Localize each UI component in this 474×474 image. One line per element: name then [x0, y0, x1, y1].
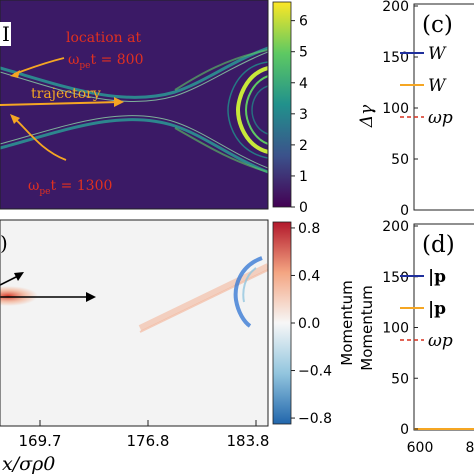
panel-d-label-box [418, 226, 474, 258]
arrow-to-1300 [13, 117, 67, 161]
bottom-colorbar-tick-0: 0.8 [298, 221, 320, 237]
panel-d-x-tick-8: 8 [466, 440, 474, 456]
panel-c-y-tick-50: 50 [391, 152, 409, 168]
panel-d-legend-label-0: |p [428, 267, 446, 287]
panel-c-legend-label-0: W [428, 44, 447, 64]
x-axis-label: x/σρ0 [2, 453, 55, 474]
panel-c-legend-label-2: ωp [428, 108, 453, 128]
bottom-colorbar-tick-3: −0.4 [298, 364, 332, 380]
top-colorbar-tick-0: 6 [299, 14, 308, 30]
annotation-location-at: location at [66, 30, 141, 46]
bottom-colorbar-tick-2: 0.0 [298, 316, 320, 332]
top-colorbar-tick-3: 3 [299, 107, 308, 123]
panel-d-y-tick-0: 0 [400, 422, 409, 438]
bottom-colorbar-tick-1: 0.4 [298, 268, 320, 284]
bottom-left-panel: ) 169.7 176.8 183.8 x/σρ0 [0, 219, 270, 474]
panel-d-ylabel: Momentum [358, 285, 376, 370]
top-colorbar-tick-2: 4 [299, 76, 308, 92]
x-tick-1838: 183.8 [227, 432, 270, 450]
bottom-colorbar-label: Momentum [338, 280, 356, 365]
partial-panel-label-box-top [0, 22, 11, 46]
panel-d-label: (d) [422, 232, 455, 258]
panel-d-y-tick-200: 200 [382, 219, 409, 235]
top-colorbar-tick-6: 0 [299, 200, 308, 216]
panel-d: 200 150 100 50 0 600 8 Momentum (d) |p |p ωp [358, 219, 474, 456]
red-blob [0, 286, 38, 306]
bottom-colorbar-tick-4: −0.8 [298, 411, 332, 427]
top-colorbar-tick-1: 5 [299, 45, 308, 61]
panel-c-legend-label-1: W [428, 76, 447, 96]
panel-d-x-tick-600: 600 [407, 440, 434, 456]
panel-c-y-tick-200: 200 [382, 0, 409, 15]
x-tick-1768: 176.8 [127, 432, 170, 450]
panel-c-label-box [418, 6, 474, 38]
bottom-colorbar: 0.8 0.4 0.0 −0.4 −0.8 Momentum [272, 221, 356, 427]
panel-c-ylabel: Δγ [357, 104, 377, 128]
panel-c-label: (c) [422, 12, 453, 38]
partial-panel-label-top: I [2, 22, 10, 46]
panel-c-y-tick-100: 100 [382, 101, 409, 117]
filament-structure [0, 46, 268, 174]
top-colorbar: 6 5 4 3 2 1 0 [272, 1, 308, 216]
x-tick-1697: 169.7 [19, 432, 62, 450]
annotation-trajectory: trajectory [31, 86, 101, 102]
top-left-panel: I location at ωpet = 800 trajectory ωpet… [0, 0, 269, 210]
top-colorbar-tick-4: 2 [299, 138, 308, 154]
bottom-left-background [0, 220, 268, 426]
top-colorbar-tick-5: 1 [299, 169, 308, 185]
panel-d-y-tick-150: 150 [382, 270, 409, 286]
panel-d-y-tick-50: 50 [391, 371, 409, 387]
panel-c-y-tick-0: 0 [400, 203, 409, 219]
panel-d-legend-label-2: ωp [428, 331, 453, 351]
partial-panel-label-bottom: ) [0, 231, 8, 255]
blue-arc [233, 256, 263, 328]
panel-d-legend: |p |p ωp [400, 267, 453, 351]
panel-d-legend-label-1: |p [428, 299, 446, 319]
panel-d-y-tick-100: 100 [382, 321, 409, 337]
trajectory-line [0, 101, 121, 106]
